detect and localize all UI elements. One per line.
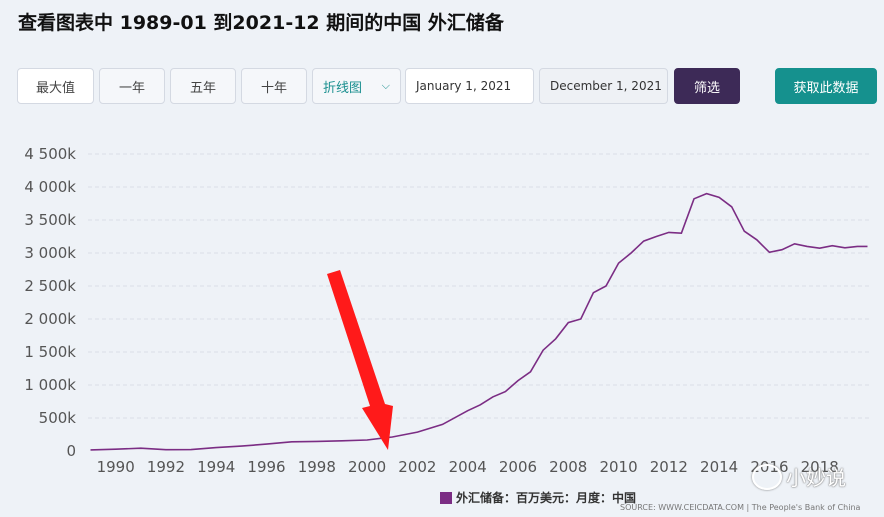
chart-type-value: 折线图 [323,80,363,96]
start-date-input[interactable]: January 1, 2021 [405,68,534,104]
y-tick-label: 4 500k [24,145,76,163]
x-tick-label: 2014 [700,458,738,476]
filter-button[interactable]: 筛选 [674,68,740,104]
x-tick-label: 1996 [247,458,285,476]
y-axis: 0 500k 1 000k 1 500k 2 000k 2 500k 3 000k 3 500… [24,145,76,460]
range-1y-button[interactable]: 一年 [99,68,165,104]
watermark-text: 小妙说 [786,466,846,490]
watermark: 小妙说 [752,462,846,491]
x-axis: 1990 1992 1994 1996 1998 2000 2002 2004 2006 2008… [97,458,839,476]
chart-legend[interactable]: 外汇储备：百万美元：月度：中国 [440,489,636,506]
y-tick-label: 3 000k [24,244,76,262]
range-5y-button[interactable]: 五年 [170,68,236,104]
grid-layer [88,153,870,419]
x-tick-label: 2004 [449,458,487,476]
legend-label: 外汇储备：百万美元：月度：中国 [456,491,637,505]
line-chart: 0 500k 1 000k 1 500k 2 000k 2 500k 3 000k 3 500… [24,145,870,476]
x-tick-label: 1994 [197,458,235,476]
chart-type-select[interactable]: 折线图 ⌵ [312,68,401,104]
y-tick-label: 3 500k [24,211,76,229]
x-tick-label: 2008 [549,458,587,476]
legend-swatch [440,491,452,504]
fetch-data-button[interactable]: 获取此数据 [775,68,877,104]
range-10y-button[interactable]: 十年 [241,68,307,104]
x-tick-label: 2002 [398,458,436,476]
arrow-annotation [327,270,393,450]
series-line-reserves [90,192,868,451]
y-tick-label: 1 500k [24,343,76,361]
y-tick-label: 2 500k [24,277,76,295]
x-tick-label: 2006 [499,458,537,476]
page-title: 查看图表中 1989-01 到2021-12 期间的中国 外汇储备 [18,12,504,34]
range-max-button[interactable]: 最大值 [17,68,94,104]
end-date-input[interactable]: December 1, 2021 [539,68,668,104]
x-tick-label: 2010 [599,458,637,476]
x-tick-label: 1990 [97,458,135,476]
chevron-down-icon: ⌵ [381,79,390,92]
x-tick-label: 1998 [298,458,336,476]
x-tick-label: 2000 [348,458,386,476]
x-tick-label: 2018 [801,458,839,476]
toolbar: 最大值 一年 五年 十年 折线图 ⌵ January 1, 2021 Decem… [0,68,884,108]
x-tick-label: 2012 [650,458,688,476]
chat-bubble-icon [752,463,782,490]
y-tick-label: 500k [39,409,77,427]
y-tick-label: 0 [66,442,76,460]
x-tick-label: 1992 [147,458,185,476]
annotation-arrow-icon [327,270,393,450]
y-tick-label: 2 000k [24,310,76,328]
y-tick-label: 1 000k [24,376,76,394]
y-tick-label: 4 000k [24,178,76,196]
source-note: SOURCE: WWW.CEICDATA.COM | The People's … [620,503,861,512]
